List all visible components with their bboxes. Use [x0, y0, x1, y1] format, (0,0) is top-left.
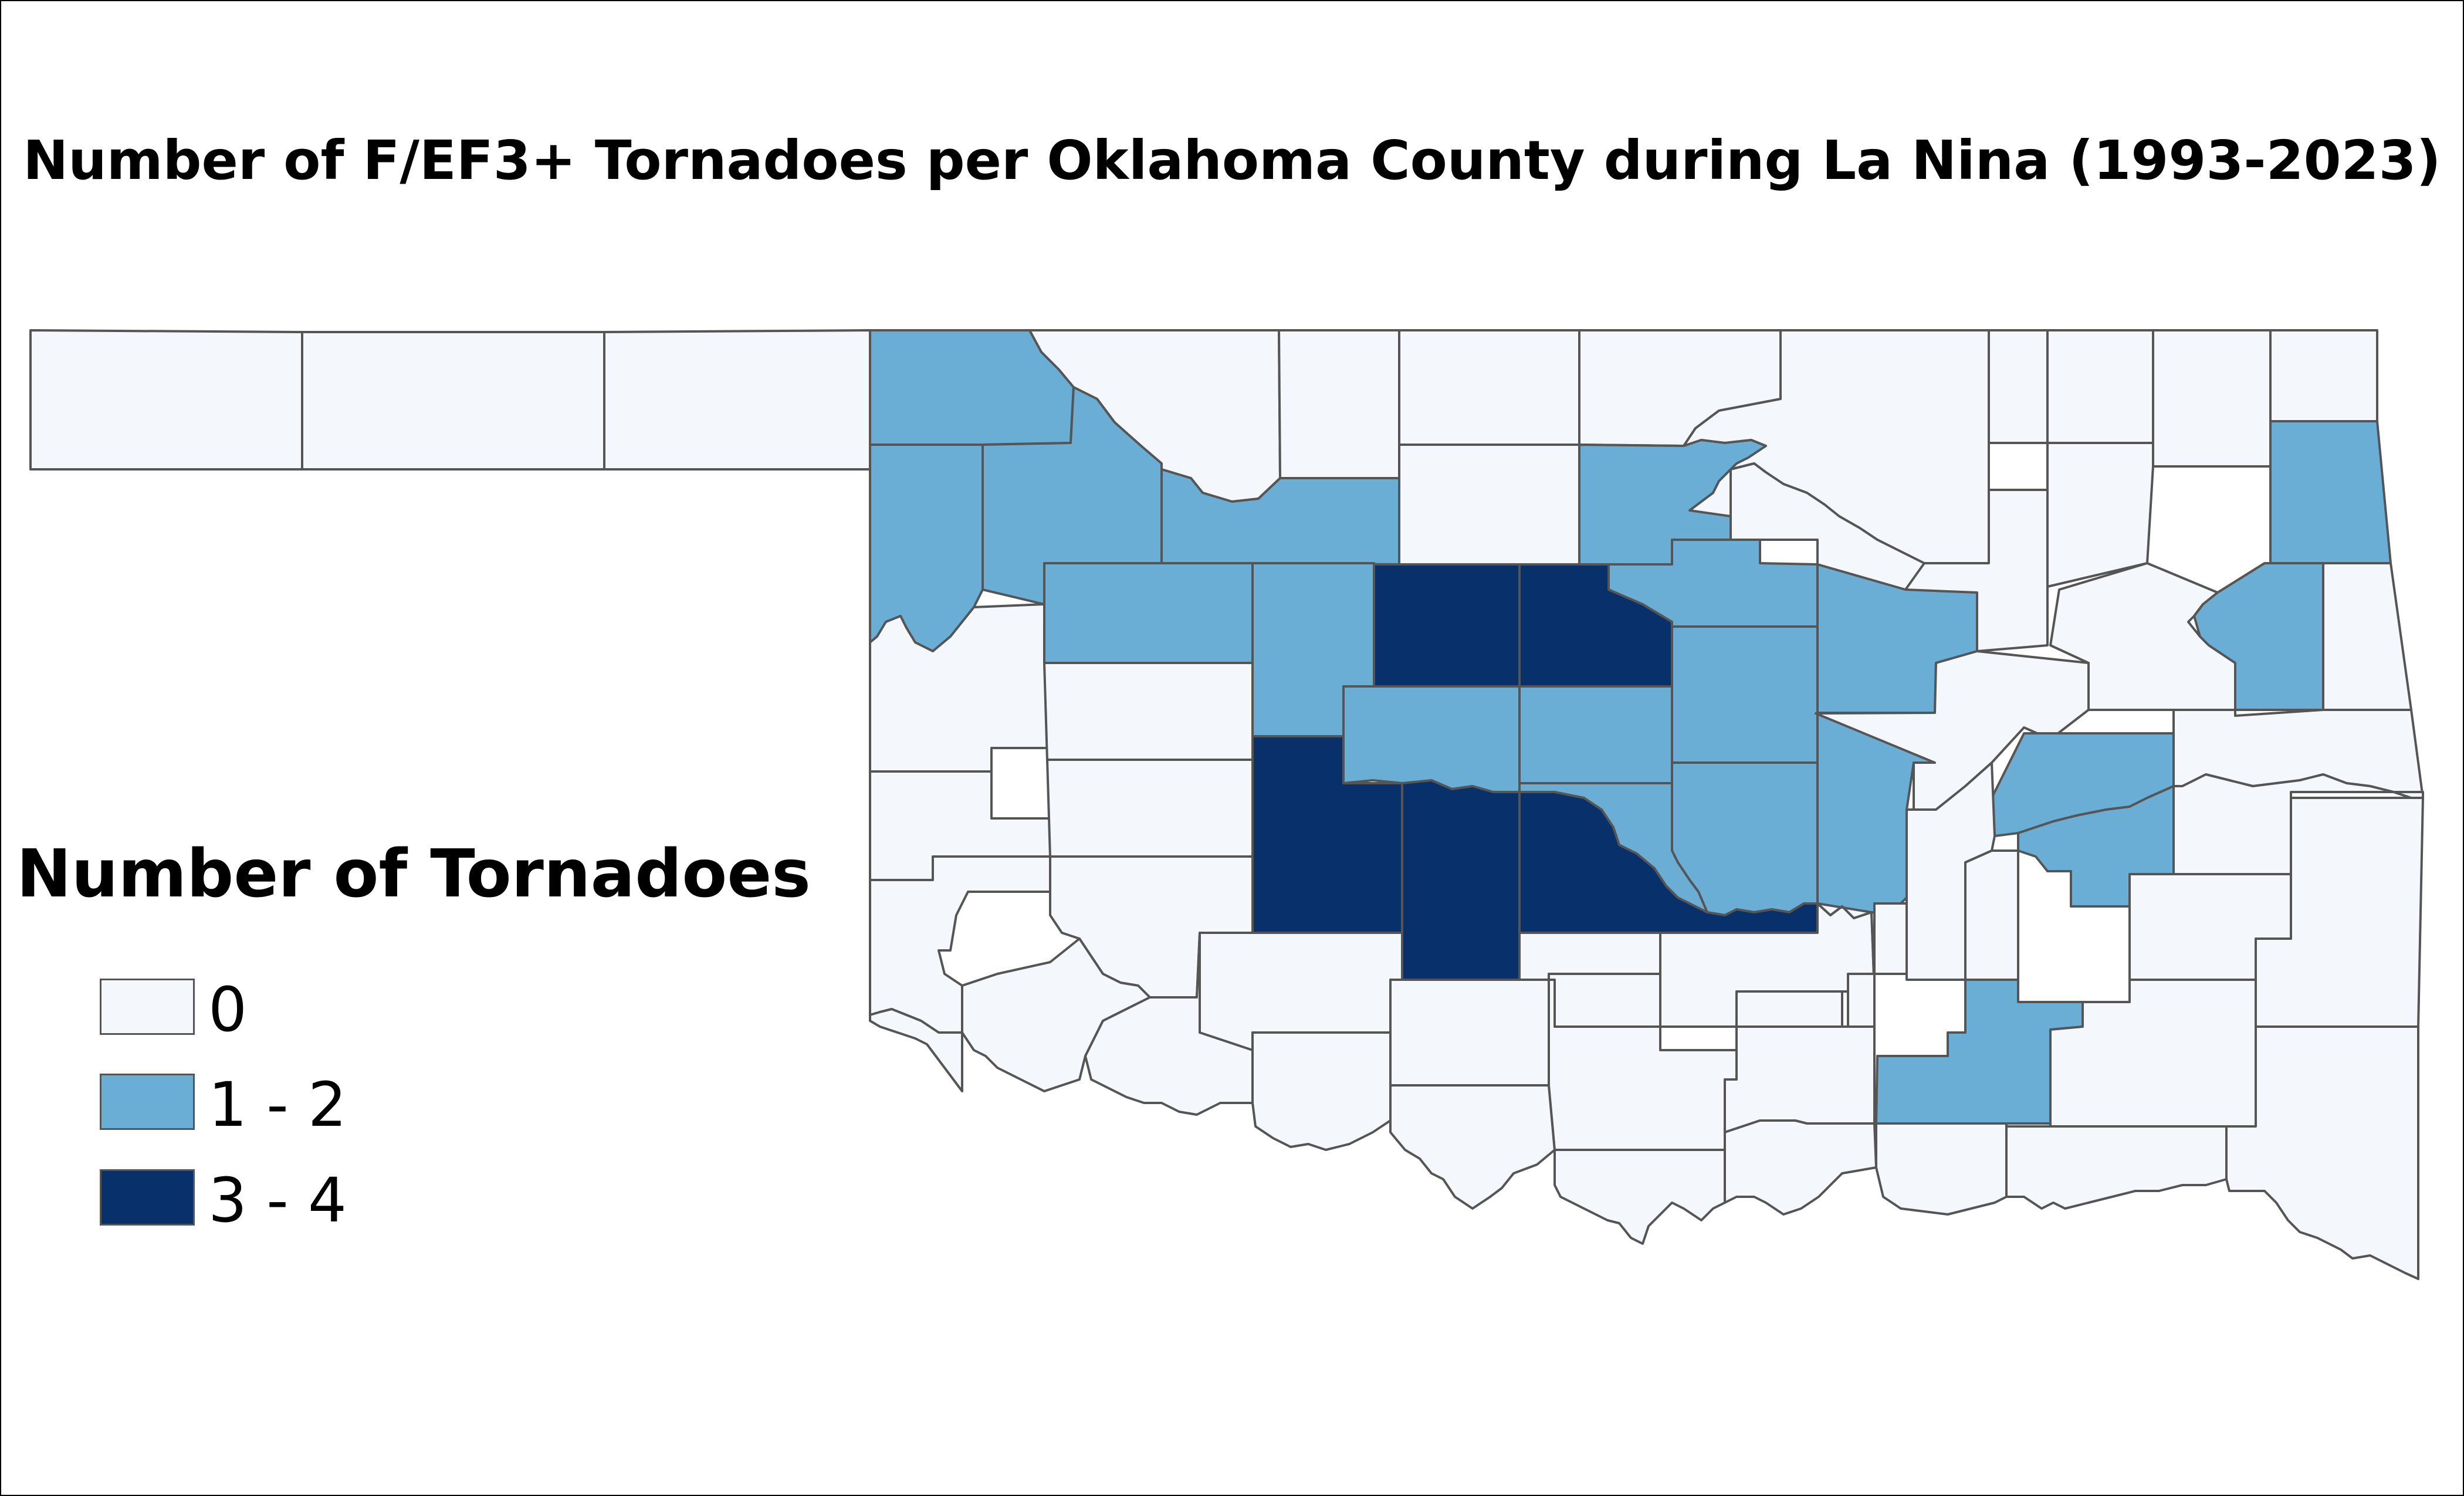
legend-swatch-2 — [100, 1169, 195, 1226]
county-cotton — [1251, 1028, 1392, 1151]
county-bryan-s — [1724, 1119, 1877, 1216]
county-dewey — [1043, 562, 1254, 664]
county-kingfisher — [1373, 563, 1521, 688]
county-delaware-n — [2269, 420, 2392, 564]
county-bryan — [1724, 1025, 1876, 1133]
county-atoka-s — [1875, 1122, 2008, 1216]
county-grant — [1398, 329, 1580, 446]
county-custer — [1043, 662, 1254, 761]
county-stephens — [1389, 979, 1550, 1087]
county-alfalfa — [1278, 329, 1400, 479]
county-nowata — [2046, 329, 2154, 444]
county-jefferson — [1389, 1084, 1556, 1210]
county-woodward — [981, 386, 1163, 605]
county-lincoln — [1671, 625, 1819, 764]
county-canadian — [1342, 685, 1521, 793]
county-roger-mills — [869, 603, 1048, 773]
county-haskell — [1964, 849, 2019, 981]
county-mccurtain — [2225, 1025, 2419, 1280]
county-beaver — [603, 329, 871, 471]
county-cimarron — [29, 329, 303, 471]
county-pawnee — [1729, 462, 1925, 594]
county-craig — [2152, 329, 2272, 468]
legend-label-0: 0 — [208, 974, 248, 1045]
county-texas — [301, 331, 605, 471]
county-harmon — [869, 1008, 963, 1092]
county-ottawa — [2269, 329, 2378, 422]
county-pottawatomie — [1518, 782, 1708, 913]
county-washington — [1988, 329, 2049, 444]
county-hughes — [1873, 902, 1908, 975]
county-marshall-love — [1553, 1149, 1726, 1245]
county-grady — [1401, 779, 1521, 981]
county-washita — [1046, 759, 1254, 858]
county-mcclain — [1548, 973, 1661, 1028]
legend-label-1: 1 - 2 — [208, 1069, 347, 1140]
legend-swatch-1 — [100, 1074, 195, 1130]
county-garfield — [1398, 444, 1580, 566]
legend-label-2: 3 - 4 — [208, 1165, 347, 1236]
county-johnston — [1735, 990, 1843, 1028]
legend-swatch-0 — [100, 979, 195, 1035]
county-oklahoma — [1518, 685, 1673, 784]
county-rogers — [2046, 442, 2154, 588]
county-wagoner — [1815, 650, 2090, 811]
county-choctaw — [2005, 1125, 2228, 1210]
map-title: Number of F/EF3+ Tornadoes per Oklahoma … — [23, 129, 2441, 192]
legend-title: Number of Tornadoes — [16, 836, 811, 912]
county-adair-ne — [2322, 562, 2412, 711]
